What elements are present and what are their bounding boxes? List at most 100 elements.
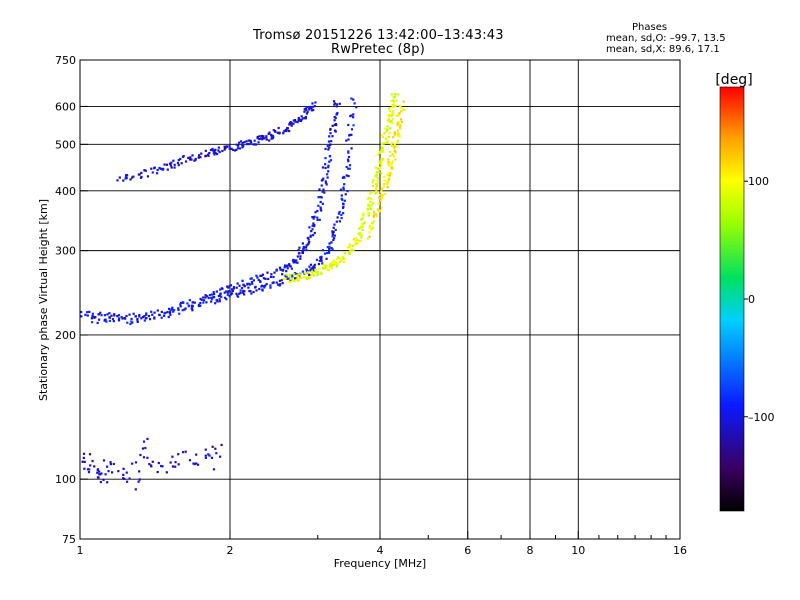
data-point [302, 245, 305, 249]
data-point [386, 183, 389, 186]
data-point [223, 145, 226, 148]
data-point [380, 206, 383, 209]
data-point [318, 267, 321, 270]
data-point [228, 284, 231, 288]
data-point [177, 453, 180, 456]
data-point [226, 293, 229, 296]
data-point [238, 141, 241, 144]
data-point [208, 454, 211, 457]
data-point [91, 312, 95, 315]
data-point [214, 447, 217, 450]
data-point [171, 465, 175, 468]
data-point [140, 317, 143, 320]
data-point [306, 106, 309, 109]
colorbar-ticks: 100 0 –100 [744, 175, 775, 424]
data-point [331, 235, 334, 238]
data-point [188, 158, 192, 161]
data-point [200, 152, 203, 155]
data-point [301, 251, 305, 254]
data-point [292, 122, 295, 125]
data-point [345, 174, 348, 177]
data-point [387, 176, 390, 179]
data-point [86, 468, 90, 471]
data-point [146, 456, 149, 459]
data-point [208, 293, 212, 297]
data-point [349, 249, 352, 253]
data-point [211, 147, 214, 151]
data-point [180, 301, 183, 304]
data-point [266, 271, 269, 274]
data-point [232, 286, 236, 289]
data-point [311, 224, 314, 227]
data-point [307, 276, 311, 279]
data-point [211, 445, 214, 448]
data-point [111, 317, 115, 321]
data-point [271, 134, 275, 137]
data-point [390, 166, 393, 169]
data-point [128, 477, 131, 480]
data-point [138, 315, 141, 318]
data-point [379, 150, 382, 154]
data-point [322, 267, 325, 270]
data-point [128, 313, 131, 316]
data-point [326, 251, 329, 255]
data-point [99, 311, 102, 314]
data-point [243, 141, 246, 144]
data-point [265, 135, 268, 138]
data-point [148, 463, 151, 466]
data-point [131, 462, 134, 465]
data-point [311, 234, 315, 237]
data-point [260, 134, 264, 138]
data-point [259, 280, 262, 283]
data-point [376, 177, 380, 180]
data-point [141, 447, 145, 450]
data-point [368, 224, 372, 227]
data-point [262, 285, 266, 288]
data-point [357, 232, 360, 235]
data-point [200, 298, 203, 302]
data-point [172, 159, 175, 162]
y-tick-label: 500 [55, 138, 76, 151]
data-point [313, 105, 316, 108]
data-point [343, 176, 346, 179]
data-point [242, 289, 245, 292]
data-point [125, 314, 128, 318]
data-point [317, 262, 320, 266]
data-point [236, 147, 239, 150]
data-point [380, 164, 383, 167]
data-point [350, 97, 353, 100]
data-point [285, 273, 288, 277]
data-point [386, 125, 389, 128]
data-point [328, 263, 331, 266]
data-point [93, 465, 96, 468]
data-point [231, 289, 234, 292]
data-point [310, 273, 313, 277]
data-point [252, 290, 255, 294]
data-point [272, 129, 275, 132]
data-point [327, 251, 331, 254]
data-point [298, 276, 301, 279]
data-point [342, 212, 345, 215]
data-point [327, 166, 330, 169]
data-point [191, 306, 194, 309]
data-point [279, 268, 282, 271]
data-point [113, 314, 116, 317]
data-point [362, 222, 365, 225]
data-point [208, 151, 211, 155]
data-point [218, 300, 221, 303]
data-point [100, 472, 103, 475]
data-point [227, 286, 230, 289]
data-point [288, 122, 292, 125]
data-point [367, 212, 371, 215]
data-point [228, 145, 231, 148]
data-point [361, 228, 364, 231]
data-point [347, 155, 351, 159]
data-point [338, 257, 341, 260]
data-point [359, 239, 362, 243]
data-point [177, 158, 180, 162]
data-point [283, 264, 287, 267]
data-point [166, 310, 169, 314]
data-point [144, 446, 147, 450]
data-point [116, 315, 119, 318]
data-point [289, 265, 292, 268]
